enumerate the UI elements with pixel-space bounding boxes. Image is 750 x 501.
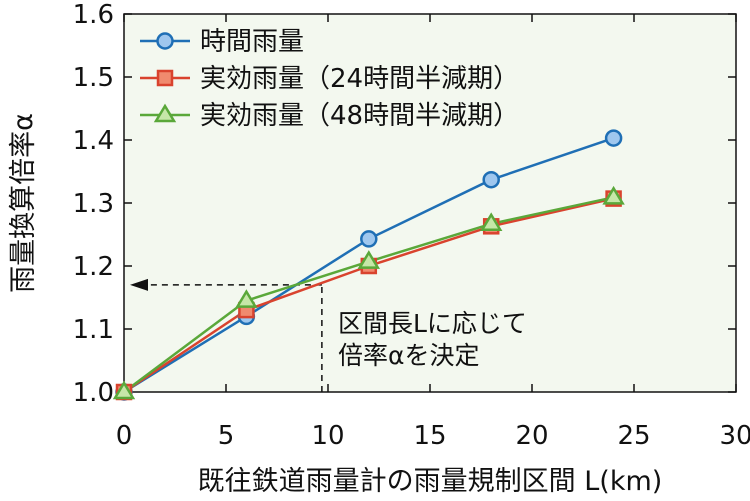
legend-marker	[153, 103, 177, 123]
x-tick-labels: 0 5 10 15 20 25 30	[116, 421, 750, 451]
legend-label: 実効雨量（24時間半減期）	[200, 64, 519, 94]
y-tick-label: 1.0	[73, 378, 114, 408]
data-point	[482, 170, 500, 189]
legend-marker	[156, 32, 174, 50]
y-tick-label: 1.1	[73, 315, 114, 345]
y-tick-labels: 1.0 1.1 1.2 1.3 1.4 1.5 1.6	[73, 0, 114, 408]
data-point	[604, 129, 623, 147]
x-tick-label: 25	[617, 421, 650, 451]
data-point	[357, 250, 381, 269]
arrow-head	[130, 278, 148, 291]
x-axis-title: 既往鉄道雨量計の雨量規制区間 L(km)	[198, 466, 663, 497]
legend-label: 実効雨量（48時間半減期）	[200, 101, 519, 131]
y-tick-label: 1.2	[73, 252, 114, 282]
y-tick-label: 1.6	[73, 0, 114, 30]
annotation-line-1: 区間長Lに応じて	[338, 309, 527, 338]
data-point	[235, 289, 258, 308]
y-axis-title: 雨量換算倍率α	[8, 113, 39, 293]
data-point	[112, 380, 136, 400]
legend-marker	[156, 69, 174, 87]
data-point	[479, 212, 503, 232]
x-tick-label: 15	[413, 421, 446, 451]
annotation-line-2: 倍率αを決定	[338, 341, 479, 370]
x-tick-label: 10	[311, 421, 344, 451]
annotation-guides	[130, 278, 323, 392]
x-tick-label: 20	[515, 421, 548, 451]
legend-label: 時間雨量	[200, 27, 304, 57]
series-layer	[112, 129, 625, 401]
x-tick-label: 30	[719, 421, 750, 451]
y-tick-label: 1.5	[73, 63, 114, 93]
data-point	[602, 185, 625, 205]
data-point	[360, 230, 378, 248]
x-tick-label: 0	[116, 421, 133, 451]
y-tick-label: 1.4	[73, 126, 114, 156]
y-tick-label: 1.3	[73, 189, 114, 219]
x-tick-label: 5	[218, 421, 235, 451]
